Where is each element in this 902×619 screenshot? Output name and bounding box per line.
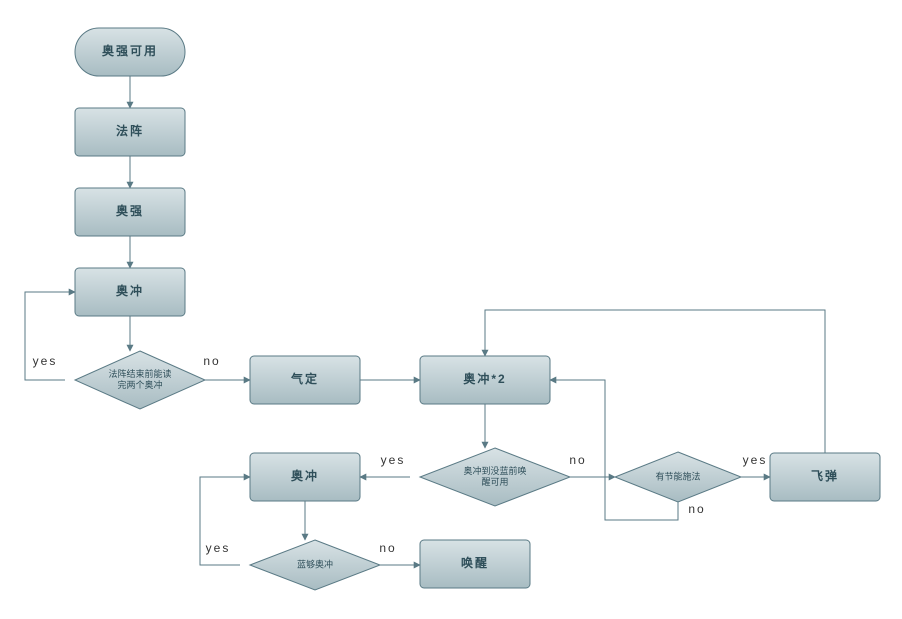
node-label-aochong: 奥冲 bbox=[116, 283, 144, 298]
node-label-start: 奥强可用 bbox=[102, 43, 158, 58]
node-label-d2-line0: 奥冲到没蓝前唤 bbox=[463, 465, 526, 476]
node-aochong2: 奥冲 bbox=[250, 453, 360, 501]
node-d4: 蓝够奥冲 bbox=[250, 540, 380, 590]
node-label-d3-line0: 有节能施法 bbox=[655, 470, 700, 481]
node-aoqiang: 奥强 bbox=[75, 188, 185, 236]
node-label-d4-line0: 蓝够奥冲 bbox=[297, 558, 333, 569]
node-d3: 有节能施法 bbox=[615, 452, 741, 502]
node-label-qiding: 气定 bbox=[290, 371, 319, 386]
node-label-d1-line1: 完两个奥冲 bbox=[117, 379, 162, 390]
node-label-huanxing: 唤醒 bbox=[461, 555, 489, 570]
node-label-aochong2: 奥冲 bbox=[291, 468, 319, 483]
node-feidan: 飞弹 bbox=[770, 453, 880, 501]
node-label-d2-line1: 醒可用 bbox=[481, 477, 508, 487]
edge-label-8: yes bbox=[381, 453, 406, 467]
edge-label-5: no bbox=[203, 354, 220, 368]
node-aoch2: 奥冲*2 bbox=[420, 356, 550, 404]
flowchart-canvas: 奥强可用法阵奥强奥冲法阵结束前能读完两个奥冲气定奥冲*2奥冲到没蓝前唤醒可用奥冲… bbox=[0, 0, 902, 619]
node-label-feidan: 飞弹 bbox=[811, 468, 839, 483]
node-label-d1-line0: 法阵结束前能读 bbox=[108, 368, 171, 379]
edge-label-4: yes bbox=[33, 354, 58, 368]
node-d2: 奥冲到没蓝前唤醒可用 bbox=[420, 448, 570, 506]
edge-label-14: yes bbox=[206, 541, 231, 555]
edge-label-11: no bbox=[688, 502, 705, 516]
node-label-aoqiang: 奥强 bbox=[116, 203, 144, 218]
node-aochong: 奥冲 bbox=[75, 268, 185, 316]
node-d1: 法阵结束前能读完两个奥冲 bbox=[75, 351, 205, 409]
node-label-aoch2: 奥冲*2 bbox=[463, 371, 506, 386]
edge-label-10: yes bbox=[743, 453, 768, 467]
node-label-fazhen: 法阵 bbox=[116, 123, 144, 138]
node-start: 奥强可用 bbox=[75, 28, 185, 76]
edge-d3-aoch2 bbox=[550, 380, 678, 520]
edge-label-9: no bbox=[569, 453, 586, 467]
node-huanxing: 唤醒 bbox=[420, 540, 530, 588]
edge-label-15: no bbox=[379, 541, 396, 555]
node-qiding: 气定 bbox=[250, 356, 360, 404]
node-fazhen: 法阵 bbox=[75, 108, 185, 156]
